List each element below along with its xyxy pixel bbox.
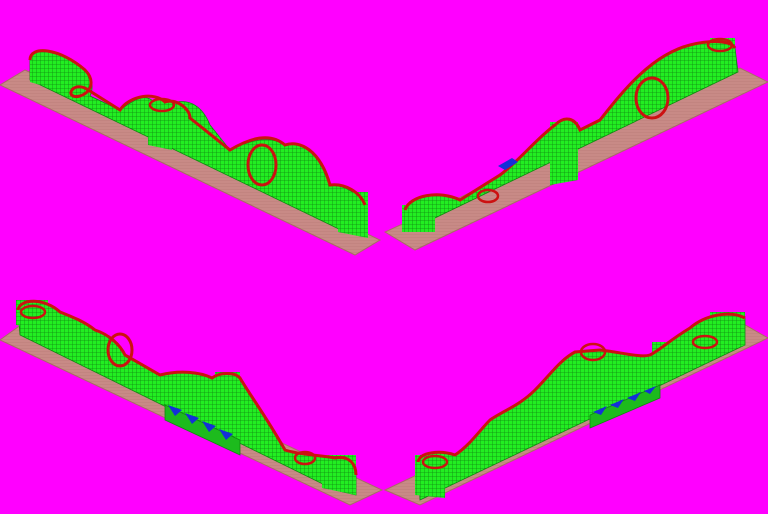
- loop-element: [579, 342, 607, 362]
- helix-element: [691, 334, 719, 350]
- support-tower-left: [402, 205, 435, 232]
- support-tower-left: [30, 55, 40, 85]
- track-rail: [416, 312, 746, 463]
- helix-element: [476, 188, 500, 204]
- view-south-east: [383, 312, 768, 506]
- helix-element: [293, 450, 317, 466]
- view-south-west: [0, 299, 384, 506]
- support-structure: [29, 50, 366, 236]
- loop-element: [106, 332, 134, 368]
- support-tower-mid: [148, 100, 172, 150]
- helix-element: [148, 97, 176, 113]
- helix-element: [706, 37, 734, 53]
- station-platform: [164, 404, 241, 456]
- station-canopy: [498, 158, 518, 170]
- track-rail: [16, 299, 358, 476]
- support-tower-right: [322, 455, 356, 495]
- support-structure: [17, 300, 357, 496]
- support-tower-right: [710, 312, 745, 358]
- support-tower-mid: [215, 372, 240, 398]
- ground-platform: [0, 69, 382, 256]
- loop-element: [246, 143, 278, 187]
- loop-element: [634, 76, 670, 120]
- helix-element: [19, 304, 47, 320]
- view-north-west: [0, 49, 382, 256]
- support-tower-left: [415, 455, 445, 498]
- track-rail: [403, 40, 737, 211]
- helix-element: [421, 454, 449, 470]
- track-rail: [28, 49, 367, 206]
- support-tower-right: [338, 192, 368, 238]
- support-tower-mid: [550, 122, 578, 185]
- station-platform: [589, 384, 661, 429]
- support-structure: [417, 313, 746, 501]
- view-north-east: [383, 37, 768, 251]
